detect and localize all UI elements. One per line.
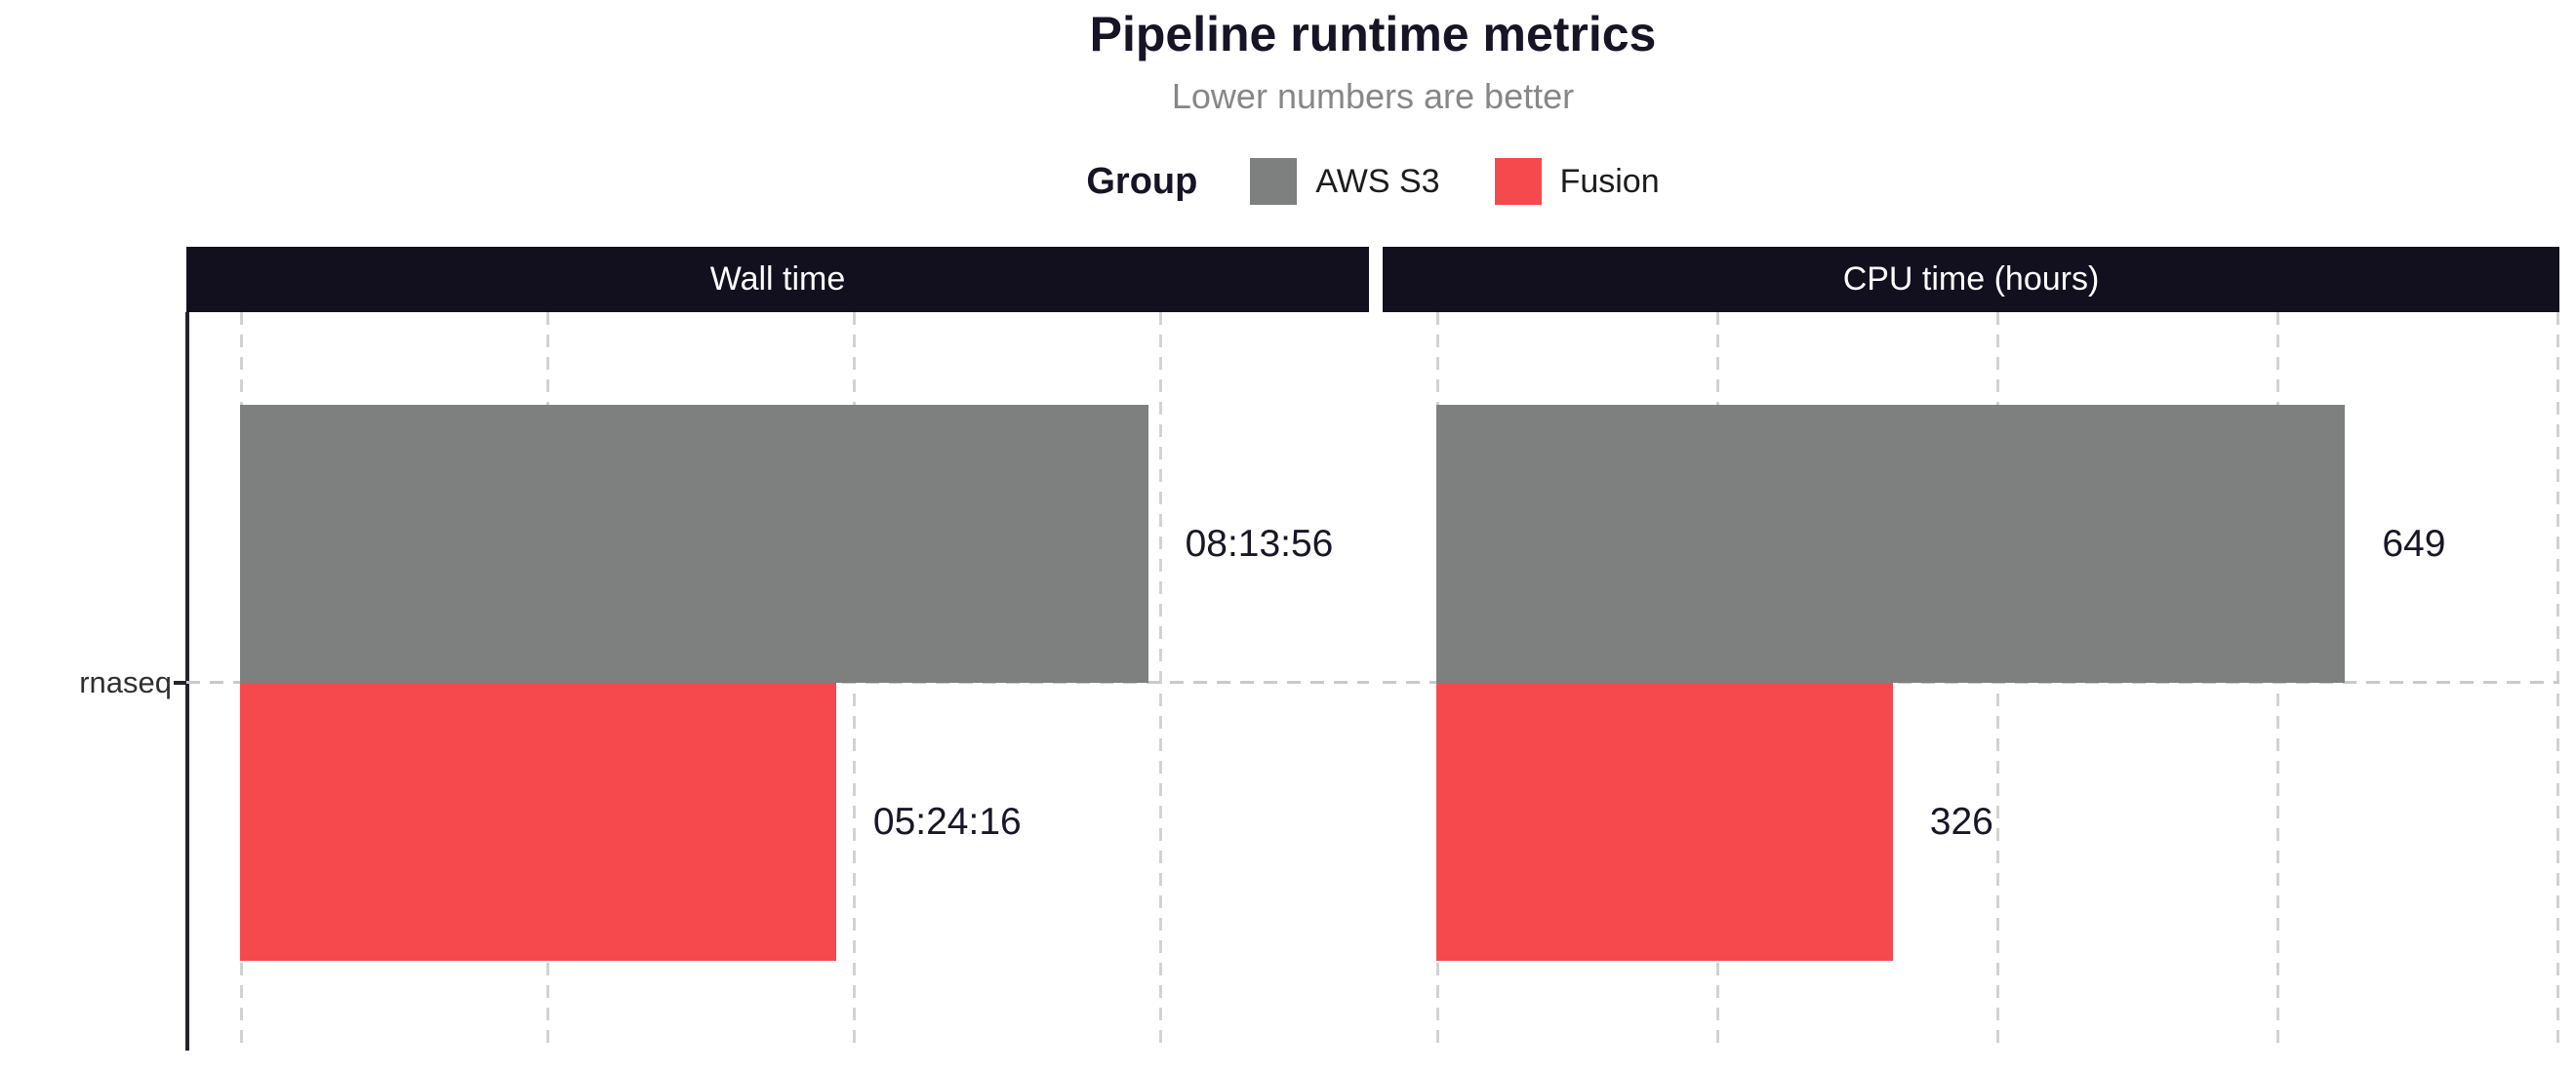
value-label-cpu-time-fusion: 326 bbox=[1929, 801, 1993, 843]
legend-label-fusion: Fusion bbox=[1559, 162, 1660, 200]
value-label-wall-time-aws-s3: 08:13:56 bbox=[1185, 523, 1334, 565]
legend-swatch-fusion bbox=[1494, 158, 1542, 205]
facet-panel-wall-time: Wall time 08:13:56 05:24:16 bbox=[186, 247, 1369, 1051]
panel-body-cpu-time: 649 326 bbox=[1383, 312, 2559, 1051]
y-axis-label-rnaseq: rnaseq bbox=[79, 665, 172, 699]
value-label-wall-time-fusion: 05:24:16 bbox=[872, 801, 1022, 843]
bar-wall-time-aws-s3 bbox=[240, 405, 1148, 683]
chart-title: Pipeline runtime metrics bbox=[1089, 7, 1657, 61]
legend-label-aws-s3: AWS S3 bbox=[1315, 162, 1440, 200]
chart-subtitle: Lower numbers are better bbox=[1171, 76, 1575, 116]
bar-cpu-time-aws-s3 bbox=[1436, 405, 2346, 683]
bar-wall-time-fusion bbox=[240, 683, 836, 961]
legend-key-fusion: Fusion bbox=[1494, 158, 1660, 205]
legend-title: Group bbox=[1086, 160, 1198, 202]
legend-swatch-aws-s3 bbox=[1250, 158, 1298, 205]
value-label-cpu-time-aws-s3: 649 bbox=[2382, 523, 2446, 565]
legend: Group AWS S3 Fusion bbox=[186, 154, 2559, 209]
facet-strip-wall-time: Wall time bbox=[186, 247, 1369, 312]
y-axis-tick bbox=[174, 681, 185, 685]
panel-body-wall-time: 08:13:56 05:24:16 bbox=[186, 312, 1369, 1051]
legend-key-aws-s3: AWS S3 bbox=[1250, 158, 1440, 205]
facet-strip-cpu-time: CPU time (hours) bbox=[1383, 247, 2559, 312]
facet-panel-cpu-time: CPU time (hours) 649 326 bbox=[1383, 247, 2559, 1051]
bar-cpu-time-fusion bbox=[1436, 683, 1893, 961]
